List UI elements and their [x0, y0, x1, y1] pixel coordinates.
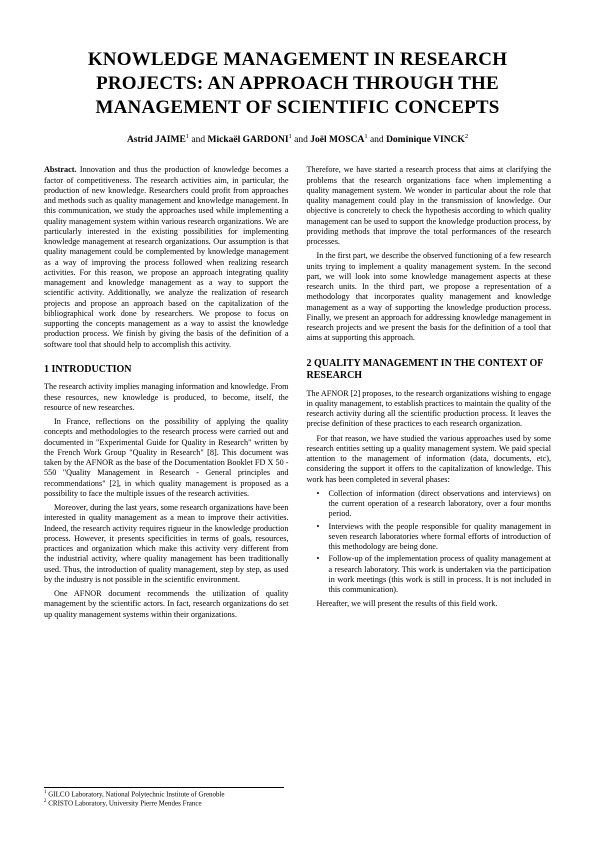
section-2-p2: For that reason, we have studied the var… — [307, 434, 552, 485]
bullet-1: Collection of information (direct observ… — [321, 489, 552, 520]
author-sep: and — [294, 135, 310, 145]
footnote-2: 2 CRISTO Laboratory, University Pierre M… — [44, 799, 284, 808]
author-1: Astrid JAIME — [127, 135, 186, 145]
abstract: Abstract. Innovation and thus the produc… — [44, 165, 289, 350]
bullet-3: Follow-up of the implementation process … — [321, 554, 552, 595]
author-sep: and — [191, 135, 207, 145]
author-3-affil: 1 — [364, 133, 367, 140]
section-2-heading: 2 QUALITY MANAGEMENT IN THE CONTEXT OF R… — [307, 358, 552, 383]
authors-line: Astrid JAIME1 and Mickaël GARDONI1 and J… — [44, 133, 551, 147]
col2-p1: Therefore, we have started a research pr… — [307, 165, 552, 247]
bullet-2: Interviews with the people responsible f… — [321, 522, 552, 553]
body-columns: Abstract. Innovation and thus the produc… — [44, 165, 551, 624]
footnote-1-text: GILCO Laboratory, National Polytechnic I… — [47, 790, 225, 798]
author-4-affil: 2 — [465, 133, 468, 140]
author-2-affil: 1 — [289, 133, 292, 140]
footnotes: 1 GILCO Laboratory, National Polytechnic… — [44, 787, 284, 808]
section-1-p2: In France, reflections on the possibilit… — [44, 417, 289, 499]
section-2-p3: Hereafter, we will present the results o… — [307, 599, 552, 609]
author-1-affil: 1 — [186, 133, 189, 140]
abstract-label: Abstract. — [44, 165, 77, 174]
section-1-p3: Moreover, during the last years, some re… — [44, 503, 289, 585]
author-2: Mickaël GARDONI — [208, 135, 289, 145]
section-1-p4: One AFNOR document recommends the utiliz… — [44, 589, 289, 620]
author-3: Joël MOSCA — [310, 135, 364, 145]
section-1-p1: The research activity implies managing i… — [44, 382, 289, 413]
abstract-text: Innovation and thus the production of kn… — [44, 165, 289, 348]
author-sep: and — [370, 135, 386, 145]
footnote-2-text: CRISTO Laboratory, University Pierre Men… — [47, 799, 202, 807]
section-2-p1: The AFNOR [2] proposes, to the research … — [307, 389, 552, 430]
footnote-1: 1 GILCO Laboratory, National Polytechnic… — [44, 790, 284, 799]
paper-title: KNOWLEDGE MANAGEMENT IN RESEARCH PROJECT… — [44, 48, 551, 119]
author-4: Dominique VINCK — [386, 135, 465, 145]
section-2-bullets: Collection of information (direct observ… — [307, 489, 552, 596]
section-1-heading: 1 INTRODUCTION — [44, 364, 289, 377]
col2-p2: In the first part, we describe the obser… — [307, 251, 552, 343]
